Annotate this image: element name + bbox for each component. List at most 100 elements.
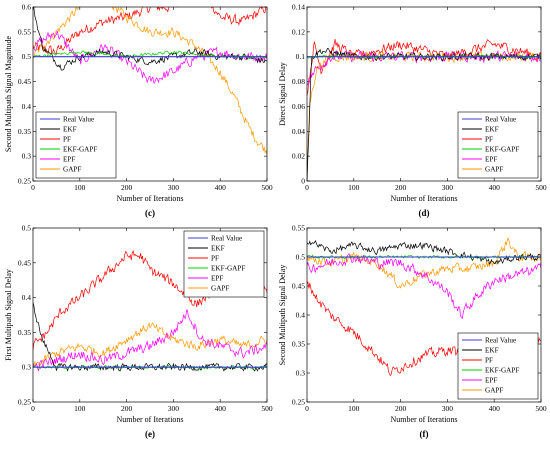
x-axis-label: Number of Iterations (116, 415, 183, 424)
series-line-pf (307, 39, 541, 96)
x-tick-label: 100 (74, 183, 86, 192)
panel-caption: (e) (145, 429, 155, 439)
x-tick-label: 500 (261, 404, 273, 413)
plot-frame (32, 227, 268, 403)
x-tick-label: 500 (261, 183, 273, 192)
y-tick-label: 0.6 (22, 3, 32, 12)
y-tick-label: 0.35 (292, 340, 305, 349)
x-tick-label: 400 (215, 404, 227, 413)
y-tick-label: 0.3 (22, 152, 32, 161)
y-tick-label: 0.35 (18, 328, 31, 337)
x-tick-label: 100 (348, 183, 360, 192)
x-tick-label: 300 (168, 404, 180, 413)
series-line-gapf (33, 321, 267, 368)
y-axis-label: First Multipath Signal Delay (4, 269, 13, 361)
y-tick-label: 0.06 (292, 102, 305, 111)
y-tick-label: 0.45 (18, 77, 31, 86)
y-tick-label: 0.55 (292, 224, 305, 233)
legend-label: PF (485, 357, 493, 365)
panel-f: 0 100 200 300 400 500 0.25 0.3 0.35 0.4 0.45 0.5 0.5… (278, 224, 547, 440)
legend-label: EKF (63, 126, 77, 134)
series-line-epf (33, 309, 267, 372)
series-group (307, 237, 541, 377)
x-tick-label: 300 (442, 183, 454, 192)
legend-label: EKF-GAPF (485, 367, 519, 375)
plot-frame (32, 6, 268, 182)
legend: Real Value EKF PF EKF-GAPF EPF GAPF (457, 111, 539, 179)
y-tick-label: 0 (301, 177, 305, 186)
series-line-ekf (307, 239, 541, 265)
legend-label: EKF-GAPF (211, 265, 245, 273)
y-tick-label: 0.25 (18, 177, 31, 186)
panel-caption: (f) (420, 429, 429, 439)
legend-label: GAPF (485, 387, 503, 395)
x-tick-label: 200 (121, 404, 133, 413)
panel-caption: (d) (419, 208, 430, 218)
y-tick-label: 0.08 (292, 77, 305, 86)
y-tick-label: 0.4 (22, 102, 32, 111)
series-line-ekf-gapf (307, 54, 541, 59)
legend-label: EPF (485, 377, 497, 385)
y-tick-label: 0.55 (18, 27, 31, 36)
y-tick-label: 0.02 (292, 152, 305, 161)
y-tick-label: 0.25 (292, 398, 305, 407)
legend-label: PF (63, 136, 71, 144)
legend-label: EKF-GAPF (63, 146, 97, 154)
x-tick-label: 100 (348, 404, 360, 413)
legend-label: GAPF (211, 285, 229, 293)
y-axis-label: Second Multipath Signal Delay (278, 265, 287, 366)
y-tick-label: 0.45 (18, 258, 31, 267)
panel-d: 0 100 200 300 400 500 0 0.02 0.04 0.06 0.08 0.1 0.12… (278, 3, 547, 219)
x-tick-label: 200 (395, 404, 407, 413)
x-tick-label: 200 (395, 183, 407, 192)
legend-label: EPF (211, 275, 223, 283)
x-tick-label: 500 (535, 404, 547, 413)
series-line-epf (33, 30, 267, 84)
plot-frame (306, 227, 542, 403)
y-tick-label: 0.25 (18, 398, 31, 407)
legend-box (457, 332, 539, 400)
y-tick-label: 0.4 (296, 311, 306, 320)
y-tick-label: 0.5 (296, 253, 306, 262)
series-group (33, 7, 267, 156)
plot-frame (306, 6, 542, 182)
x-tick-label: 0 (31, 404, 35, 413)
legend-box (183, 230, 265, 298)
legend: Real Value EKF PF EKF-GAPF EPF GAPF (457, 332, 539, 400)
x-tick-label: 100 (74, 404, 86, 413)
y-tick-label: 0.3 (296, 369, 306, 378)
legend-label: EKF (485, 126, 499, 134)
legend-label: Real Value (211, 235, 242, 243)
series-group (33, 249, 267, 372)
y-tick-label: 0.4 (22, 293, 32, 302)
legend-label: Real Value (485, 116, 516, 124)
legend-label: EKF-GAPF (485, 146, 519, 154)
y-tick-label: 0.1 (296, 52, 306, 61)
x-tick-label: 0 (305, 404, 309, 413)
series-group (307, 39, 541, 181)
legend-label: GAPF (485, 166, 503, 174)
x-tick-label: 500 (535, 183, 547, 192)
legend: Real Value EKF PF EKF-GAPF EPF GAPF (183, 230, 265, 298)
y-tick-label: 0.5 (22, 224, 32, 233)
panel-caption: (c) (145, 208, 155, 218)
x-tick-label: 200 (121, 183, 133, 192)
legend-label: EKF (485, 347, 499, 355)
y-axis-label: Second Multipath Signal Magnitude (4, 35, 13, 152)
x-tick-label: 400 (489, 404, 501, 413)
legend: Real Value EKF PF EKF-GAPF EPF GAPF (35, 111, 117, 179)
x-axis-label: Number of Iterations (390, 194, 457, 203)
legend-box (35, 111, 117, 179)
legend-box (457, 111, 539, 179)
x-tick-label: 400 (489, 183, 501, 192)
y-tick-label: 0.45 (292, 282, 305, 291)
y-tick-label: 0.12 (292, 27, 305, 36)
y-tick-label: 0.5 (22, 52, 32, 61)
y-tick-label: 0.35 (18, 127, 31, 136)
panel-c: 0 100 200 300 400 500 0.25 0.3 0.35 0.4 0.45 0.5 0.5… (4, 3, 273, 219)
x-tick-label: 0 (305, 183, 309, 192)
legend-label: EPF (63, 156, 75, 164)
y-tick-label: 0.04 (292, 127, 305, 136)
legend-label: PF (211, 255, 219, 263)
